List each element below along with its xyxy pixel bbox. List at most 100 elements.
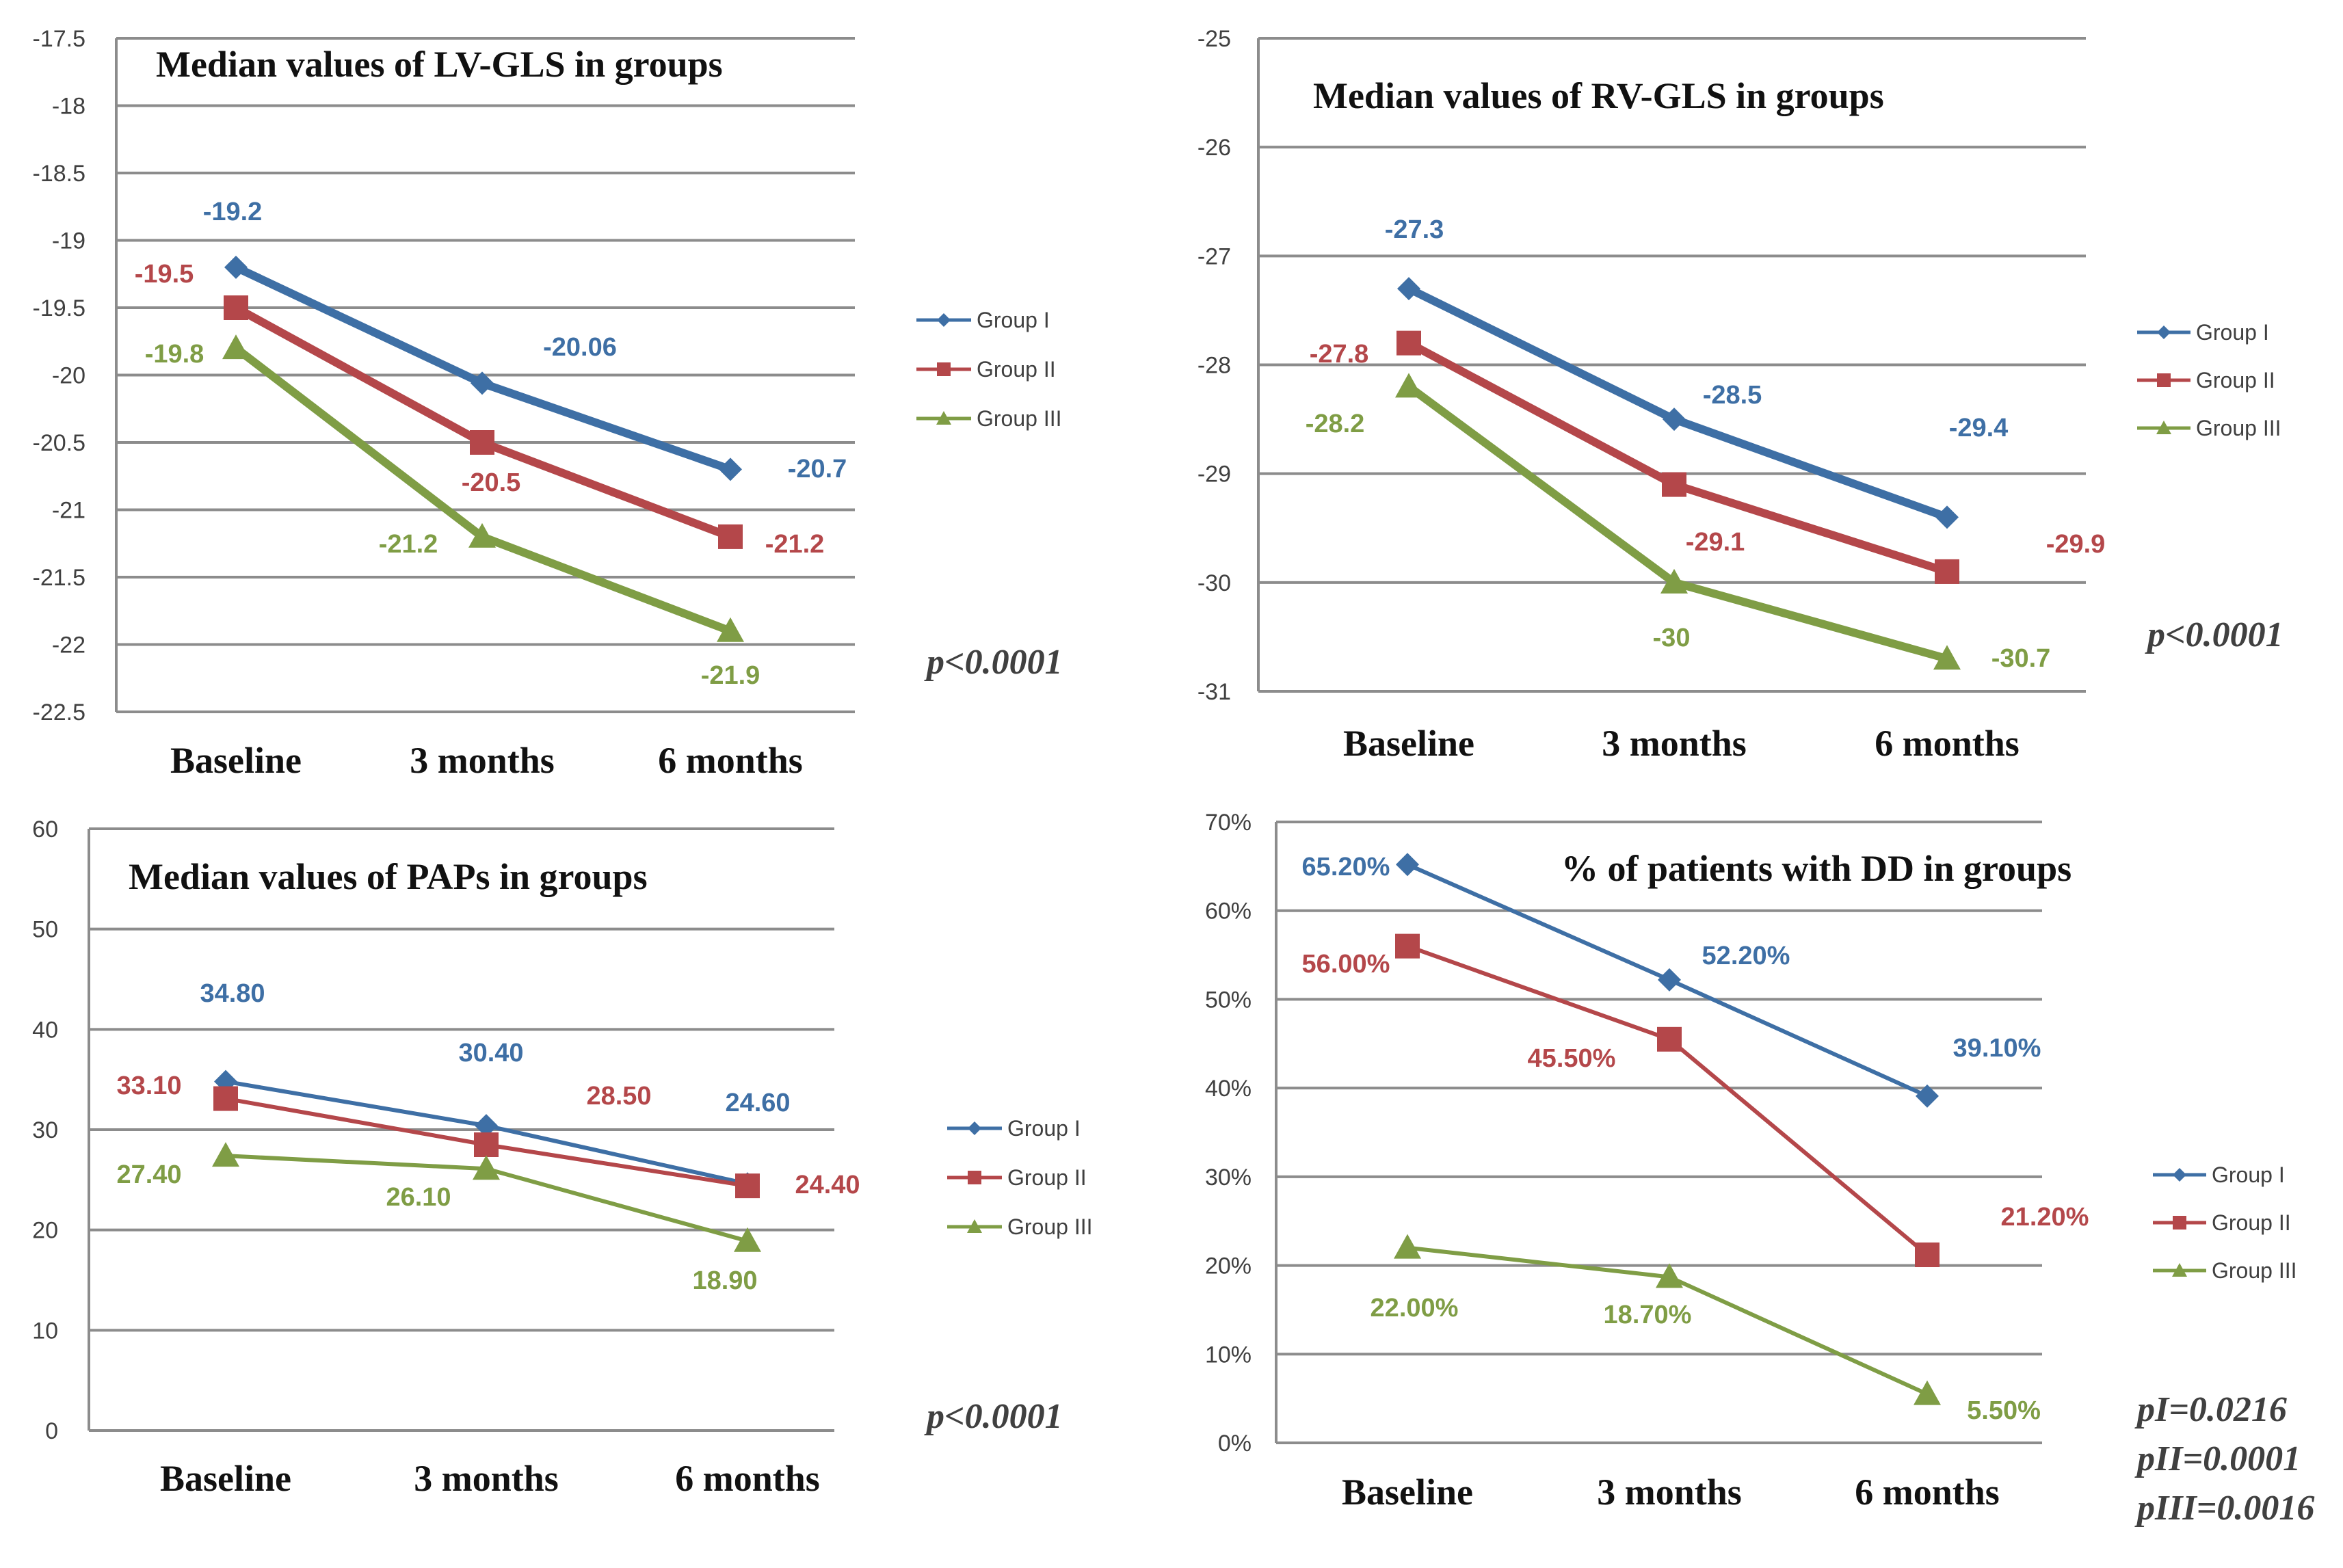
data-point-marker bbox=[1916, 1084, 1939, 1108]
y-tick-label: 20% bbox=[1205, 1253, 1252, 1279]
legend-item-group-iii: Group III bbox=[947, 1214, 1093, 1239]
y-tick-label: -29 bbox=[1197, 462, 1231, 488]
chart-title: Median values of RV-GLS in groups bbox=[1313, 75, 1884, 116]
y-tick-label: 60% bbox=[1205, 899, 1252, 925]
x-category-label: Baseline bbox=[1342, 1472, 1473, 1513]
data-point-marker bbox=[1915, 1243, 1940, 1268]
data-point-marker bbox=[222, 334, 250, 360]
x-category-label: 3 months bbox=[1597, 1472, 1742, 1513]
legend-label: Group I bbox=[1007, 1116, 1081, 1141]
legend-item-group-i: Group I bbox=[2153, 1162, 2285, 1187]
chart-panel-3: 60 50 40 30 20 10 0 Median values of PAPs in gr… bbox=[32, 816, 1092, 1499]
data-label: 18.90 bbox=[692, 1266, 757, 1295]
legend-item-group-iii: Group III bbox=[2137, 416, 2281, 440]
y-tick-label: -28 bbox=[1197, 353, 1231, 379]
data-label: -19.2 bbox=[203, 198, 263, 226]
p-value: pI=0.0216 bbox=[2134, 1390, 2287, 1429]
data-label: 22.00% bbox=[1371, 1294, 1459, 1323]
y-tick-label: -26 bbox=[1197, 135, 1231, 161]
legend-label: Group III bbox=[1007, 1214, 1093, 1239]
data-label: 45.50% bbox=[1528, 1044, 1616, 1073]
data-label: 34.80 bbox=[200, 979, 265, 1008]
data-label: -20.06 bbox=[543, 333, 617, 362]
data-point-marker bbox=[1935, 559, 1959, 584]
data-point-marker bbox=[717, 617, 744, 642]
y-tick-label: -20.5 bbox=[33, 430, 86, 456]
legend-marker bbox=[2172, 1263, 2187, 1277]
legend-item-group-i: Group I bbox=[916, 308, 1050, 332]
y-tick-label: -17.5 bbox=[33, 26, 86, 52]
legend-label: Group II bbox=[2196, 368, 2275, 393]
y-tick-label: 10 bbox=[32, 1318, 58, 1344]
legend-label: Group I bbox=[977, 308, 1050, 332]
data-point-marker bbox=[474, 1132, 499, 1157]
x-category-label: 3 months bbox=[410, 740, 555, 781]
data-point-marker bbox=[1658, 968, 1681, 992]
y-tick-label: -20 bbox=[52, 363, 85, 389]
y-tick-label: 0% bbox=[1218, 1431, 1252, 1457]
data-label: -29.4 bbox=[1949, 414, 2009, 442]
legend-item-group-i: Group I bbox=[947, 1116, 1081, 1141]
data-label: -21.2 bbox=[379, 530, 438, 559]
x-category-label: Baseline bbox=[170, 740, 302, 781]
y-tick-label: 30 bbox=[32, 1117, 58, 1143]
y-tick-label: -18 bbox=[52, 94, 85, 120]
chart-title: Median values of LV-GLS in groups bbox=[156, 44, 723, 85]
data-label: -20.7 bbox=[788, 455, 847, 483]
y-tick-label: -30 bbox=[1197, 570, 1231, 596]
data-label: -29.1 bbox=[1686, 528, 1745, 557]
data-point-marker bbox=[1396, 853, 1419, 877]
legend-label: Group III bbox=[977, 406, 1062, 431]
legend-item-group-ii: Group II bbox=[916, 357, 1056, 382]
data-point-marker bbox=[1397, 277, 1420, 301]
data-label: 33.10 bbox=[116, 1072, 181, 1100]
data-label: -21.2 bbox=[765, 530, 825, 559]
chart-panel-1: -17.5 -18 -18.5 -19 -19.5 -20 -20.5 -21 -21.5 -22… bbox=[33, 26, 1063, 781]
data-point-marker bbox=[1657, 1026, 1682, 1052]
data-label: -28.2 bbox=[1306, 410, 1365, 438]
data-point-marker bbox=[475, 1114, 498, 1138]
data-label: 21.20% bbox=[2001, 1203, 2089, 1232]
data-point-marker bbox=[213, 1086, 238, 1111]
data-point-marker bbox=[470, 430, 494, 455]
data-point-marker bbox=[1662, 472, 1686, 497]
data-label: -29.9 bbox=[2046, 530, 2106, 559]
p-value: p<0.0001 bbox=[2145, 615, 2284, 654]
legend-marker bbox=[936, 411, 951, 425]
legend-marker bbox=[968, 1121, 981, 1135]
data-point-marker bbox=[1663, 408, 1686, 431]
y-tick-label: 20 bbox=[32, 1218, 58, 1244]
legend-marker bbox=[968, 1171, 981, 1184]
x-category-label: 3 months bbox=[414, 1458, 559, 1499]
data-point-marker bbox=[719, 457, 742, 481]
data-label: -27.3 bbox=[1385, 215, 1444, 244]
data-label: -27.8 bbox=[1310, 340, 1369, 369]
data-label: -19.8 bbox=[145, 340, 204, 369]
data-point-marker bbox=[1933, 645, 1961, 670]
data-point-marker bbox=[212, 1142, 239, 1167]
legend-marker bbox=[2157, 373, 2171, 387]
data-point-marker bbox=[1394, 1234, 1421, 1259]
y-tick-label: 0 bbox=[45, 1418, 58, 1444]
legend-item-group-iii: Group III bbox=[916, 406, 1062, 431]
legend-label: Group III bbox=[2196, 416, 2281, 440]
data-label: 28.50 bbox=[586, 1082, 651, 1111]
data-label: -30 bbox=[1653, 624, 1691, 652]
data-point-marker bbox=[718, 524, 743, 549]
chart-panel-2: -25 -26 -27 -28 -29 -30 -31 Median values of RV… bbox=[1197, 26, 2284, 764]
data-point-marker bbox=[735, 1173, 760, 1199]
data-point-marker bbox=[471, 371, 494, 395]
y-tick-label: -18.5 bbox=[33, 161, 86, 187]
p-value: p<0.0001 bbox=[924, 643, 1063, 682]
data-point-marker bbox=[1396, 330, 1421, 356]
legend-marker bbox=[937, 362, 951, 376]
y-tick-label: -27 bbox=[1197, 243, 1231, 269]
y-tick-label: -22 bbox=[52, 633, 85, 659]
y-tick-label: 40 bbox=[32, 1017, 58, 1043]
legend-item-group-ii: Group II bbox=[947, 1165, 1087, 1190]
x-category-label: Baseline bbox=[1343, 723, 1474, 764]
data-label: 52.20% bbox=[1702, 942, 1790, 970]
data-point-marker bbox=[1395, 373, 1422, 398]
y-tick-label: -21 bbox=[52, 498, 85, 524]
